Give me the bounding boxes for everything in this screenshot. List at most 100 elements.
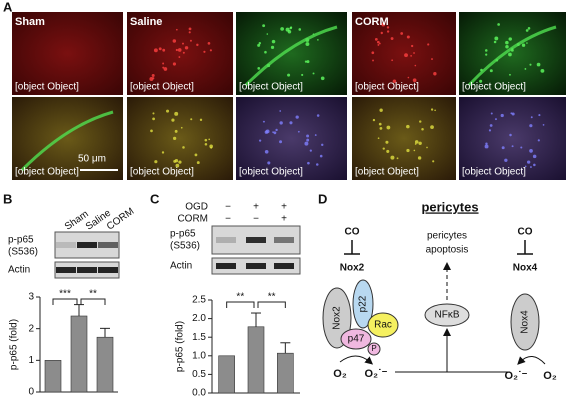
y-tick-label: 1.0 bbox=[192, 350, 206, 361]
speckle bbox=[314, 134, 317, 136]
bar bbox=[218, 355, 235, 394]
speckle bbox=[379, 126, 383, 130]
speckle bbox=[188, 31, 191, 34]
image-label: [object Object] bbox=[462, 167, 526, 178]
speckle bbox=[162, 62, 165, 65]
speckle bbox=[479, 79, 483, 83]
vessel bbox=[244, 25, 338, 87]
speckle bbox=[378, 122, 382, 126]
speckle bbox=[524, 165, 527, 168]
speckle bbox=[529, 63, 532, 66]
speckle bbox=[509, 73, 511, 76]
speckle bbox=[414, 64, 417, 67]
speckle bbox=[497, 23, 500, 26]
speckle bbox=[279, 110, 282, 112]
micrograph bbox=[12, 12, 123, 95]
speckle bbox=[162, 48, 166, 52]
panel-letter: A bbox=[3, 0, 13, 14]
bar bbox=[247, 326, 265, 394]
blot-band bbox=[77, 267, 97, 273]
speckle bbox=[505, 40, 509, 45]
scale-bar-label: 50 μm bbox=[78, 154, 106, 165]
condition-name: CORM bbox=[177, 214, 208, 225]
speckle bbox=[262, 120, 265, 123]
speckle bbox=[307, 161, 310, 165]
speckle bbox=[484, 144, 489, 149]
speckle bbox=[430, 125, 434, 129]
speckle bbox=[376, 40, 380, 44]
speckle bbox=[421, 128, 424, 131]
blot-band bbox=[216, 237, 236, 243]
micrograph bbox=[127, 97, 233, 180]
rac-text: Rac bbox=[374, 320, 392, 331]
p47-shape bbox=[340, 328, 372, 350]
speckle bbox=[182, 51, 185, 54]
speckle bbox=[386, 30, 390, 33]
significance-bracket bbox=[52, 298, 78, 305]
micrograph bbox=[12, 97, 123, 180]
speckle bbox=[320, 76, 325, 81]
speckle bbox=[171, 118, 175, 122]
micrograph bbox=[352, 97, 456, 180]
speckle bbox=[525, 29, 529, 32]
speckle bbox=[542, 123, 545, 126]
speckle bbox=[174, 111, 179, 116]
speckle bbox=[306, 134, 310, 138]
speckle bbox=[162, 66, 165, 69]
speckle bbox=[418, 141, 422, 146]
speckle bbox=[526, 42, 528, 44]
speckle bbox=[184, 46, 189, 50]
speckle bbox=[270, 45, 275, 49]
speckle bbox=[204, 138, 208, 142]
speckle bbox=[419, 120, 422, 123]
speckle bbox=[372, 59, 374, 62]
speckle bbox=[433, 72, 437, 76]
speckle bbox=[150, 129, 153, 133]
speckle bbox=[190, 118, 193, 121]
speckle bbox=[406, 124, 410, 129]
speckle bbox=[390, 155, 395, 160]
image-label: [object Object] bbox=[130, 82, 194, 93]
speckle bbox=[208, 138, 211, 141]
image-label: [object Object] bbox=[462, 82, 526, 93]
speckle bbox=[172, 62, 176, 66]
speckle bbox=[427, 43, 430, 46]
blot-band bbox=[274, 263, 294, 269]
blot-label: Actin bbox=[170, 261, 192, 272]
bar bbox=[70, 315, 88, 393]
nox2-text: Nox2 bbox=[332, 306, 343, 330]
blot-band bbox=[98, 267, 118, 273]
group-label: CORM bbox=[355, 16, 389, 28]
speckle bbox=[207, 42, 211, 45]
speckle bbox=[275, 128, 278, 132]
speckle bbox=[509, 133, 512, 137]
speckle bbox=[392, 79, 397, 84]
speckle bbox=[386, 26, 390, 29]
speckle bbox=[272, 131, 274, 133]
blot-label: Actin bbox=[8, 265, 30, 276]
speckle bbox=[287, 73, 291, 77]
speckle bbox=[289, 121, 293, 125]
speckle bbox=[530, 166, 532, 168]
blot-band bbox=[98, 242, 118, 248]
speckle bbox=[182, 146, 185, 149]
image-label: [object Object] bbox=[239, 82, 303, 93]
speckle bbox=[431, 58, 433, 61]
nfkb-text: NFκB bbox=[435, 310, 460, 321]
speckle bbox=[188, 27, 192, 31]
speckle bbox=[295, 115, 299, 119]
speckle bbox=[540, 68, 545, 73]
speckle bbox=[529, 149, 533, 153]
condition-sign: − bbox=[225, 202, 231, 213]
speckle bbox=[264, 50, 267, 54]
speckle bbox=[417, 156, 422, 160]
blot-band bbox=[216, 263, 236, 269]
speckle bbox=[161, 151, 165, 154]
speckle bbox=[279, 121, 283, 125]
condition-sign: + bbox=[281, 214, 287, 225]
blot-band bbox=[56, 267, 76, 273]
speckle bbox=[494, 36, 499, 41]
significance: *** bbox=[59, 289, 71, 300]
